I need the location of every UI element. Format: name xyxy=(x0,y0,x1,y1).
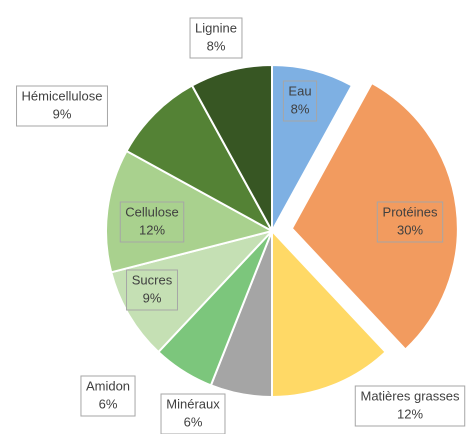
label-category: Matières grasses xyxy=(361,388,460,403)
data-label: Amidon 6% xyxy=(80,375,136,417)
label-category: Lignine xyxy=(195,20,237,35)
label-value: 8% xyxy=(291,101,310,116)
data-label: Minéraux 6% xyxy=(160,393,226,434)
pie-slice xyxy=(125,84,275,234)
label-box xyxy=(119,201,185,243)
label-category: Minéraux xyxy=(166,396,220,411)
label-box xyxy=(189,17,243,59)
data-labels: Eau 8% Protéines 30% Matières grasses 12% Miné… xyxy=(16,17,466,434)
data-label: Sucres 9% xyxy=(126,269,178,311)
label-box xyxy=(376,201,444,243)
label-category: Amidon xyxy=(86,378,130,393)
label-box xyxy=(354,385,466,427)
data-label: Protéines 30% xyxy=(376,201,444,243)
label-category: Protéines xyxy=(383,204,438,219)
data-label: Matières grasses 12% xyxy=(354,385,466,427)
label-box xyxy=(16,85,108,127)
label-category: Sucres xyxy=(132,272,173,287)
label-value: 9% xyxy=(53,106,72,121)
label-box xyxy=(160,393,226,434)
label-value: 12% xyxy=(397,406,423,421)
label-box xyxy=(282,80,318,122)
label-value: 6% xyxy=(184,414,203,429)
label-value: 30% xyxy=(397,222,423,237)
data-label: Eau 8% xyxy=(282,80,318,122)
label-value: 12% xyxy=(139,222,165,237)
label-box xyxy=(126,269,178,311)
label-value: 6% xyxy=(99,396,118,411)
label-category: Hémicellulose xyxy=(22,88,103,103)
data-label: Hémicellulose 9% xyxy=(16,85,108,127)
label-category: Eau xyxy=(288,83,311,98)
data-label: Lignine 8% xyxy=(189,17,243,59)
label-value: 9% xyxy=(143,290,162,305)
pie-slice xyxy=(190,63,273,232)
data-label: Cellulose 12% xyxy=(119,201,185,243)
pie-slice xyxy=(271,228,388,399)
label-category: Cellulose xyxy=(125,204,178,219)
label-value: 8% xyxy=(207,38,226,53)
pie-slice xyxy=(109,229,276,354)
pie-slice xyxy=(290,81,459,351)
label-box xyxy=(80,375,136,417)
